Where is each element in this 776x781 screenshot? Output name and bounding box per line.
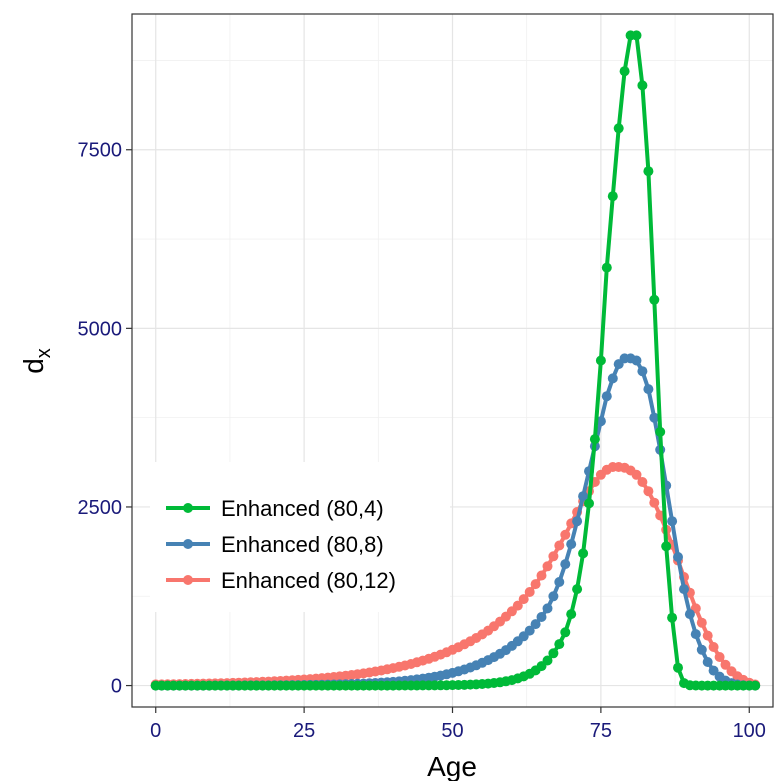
y-axis-title-subscript: x (33, 348, 55, 358)
data-point (703, 631, 713, 641)
data-point (643, 384, 653, 394)
data-point (620, 66, 630, 76)
x-tick-label: 50 (441, 720, 463, 742)
data-point (560, 530, 570, 540)
data-point (543, 603, 553, 613)
data-point (543, 561, 553, 571)
legend-label: Enhanced (80,12) (221, 568, 396, 593)
data-point (554, 577, 564, 587)
data-point (667, 516, 677, 526)
data-point (596, 356, 606, 366)
legend-key-point (183, 503, 193, 513)
data-point (661, 541, 671, 551)
data-point (643, 166, 653, 176)
data-point (608, 373, 618, 383)
y-tick-label: 0 (111, 676, 122, 698)
data-point (560, 627, 570, 637)
data-point (548, 591, 558, 601)
data-point (584, 498, 594, 508)
data-point (554, 541, 564, 551)
data-point (679, 584, 689, 594)
data-point (572, 584, 582, 594)
legend-key-point (183, 575, 193, 585)
data-point (548, 648, 558, 658)
data-point (643, 486, 653, 496)
data-point (531, 579, 541, 589)
legend-key-point (183, 539, 193, 549)
data-point (632, 30, 642, 40)
data-point (673, 552, 683, 562)
y-tick-label: 2500 (78, 497, 123, 519)
data-point (697, 645, 707, 655)
data-point (667, 613, 677, 623)
data-point (655, 427, 665, 437)
x-tick-label: 75 (590, 720, 612, 742)
legend-label: Enhanced (80,4) (221, 496, 384, 521)
data-point (637, 80, 647, 90)
data-point (548, 551, 558, 561)
data-point (602, 391, 612, 401)
data-point (673, 663, 683, 673)
x-axis-title: Age (427, 751, 477, 781)
data-point (649, 498, 659, 508)
data-point (709, 642, 719, 652)
data-point (632, 356, 642, 366)
data-point (602, 263, 612, 273)
x-tick-label: 25 (293, 720, 315, 742)
data-point (750, 681, 760, 691)
legend: Enhanced (80,4) Enhanced (80,8) Enhanced (… (150, 462, 450, 612)
data-point (685, 609, 695, 619)
data-point (560, 559, 570, 569)
data-point (637, 366, 647, 376)
data-point (703, 657, 713, 667)
data-point (614, 123, 624, 133)
y-axis-ticks: 0 2500 5000 7500 (78, 140, 133, 698)
y-axis-title: dx (18, 348, 55, 374)
y-tick-label: 5000 (78, 318, 123, 340)
data-point (566, 539, 576, 549)
y-axis-title-main: d (18, 358, 49, 374)
x-axis-ticks: 0 25 50 75 100 (150, 707, 766, 742)
data-point (554, 639, 564, 649)
data-point (691, 629, 701, 639)
data-point (697, 618, 707, 628)
data-point (590, 434, 600, 444)
x-tick-label: 0 (150, 720, 161, 742)
data-point (537, 612, 547, 622)
data-point (637, 477, 647, 487)
data-point (649, 295, 659, 305)
data-point (537, 571, 547, 581)
data-point (572, 516, 582, 526)
data-point (608, 191, 618, 201)
data-point (578, 548, 588, 558)
data-point (566, 609, 576, 619)
x-tick-label: 100 (733, 720, 766, 742)
y-tick-label: 7500 (78, 140, 123, 162)
legend-label: Enhanced (80,8) (221, 532, 384, 557)
data-point (525, 587, 535, 597)
